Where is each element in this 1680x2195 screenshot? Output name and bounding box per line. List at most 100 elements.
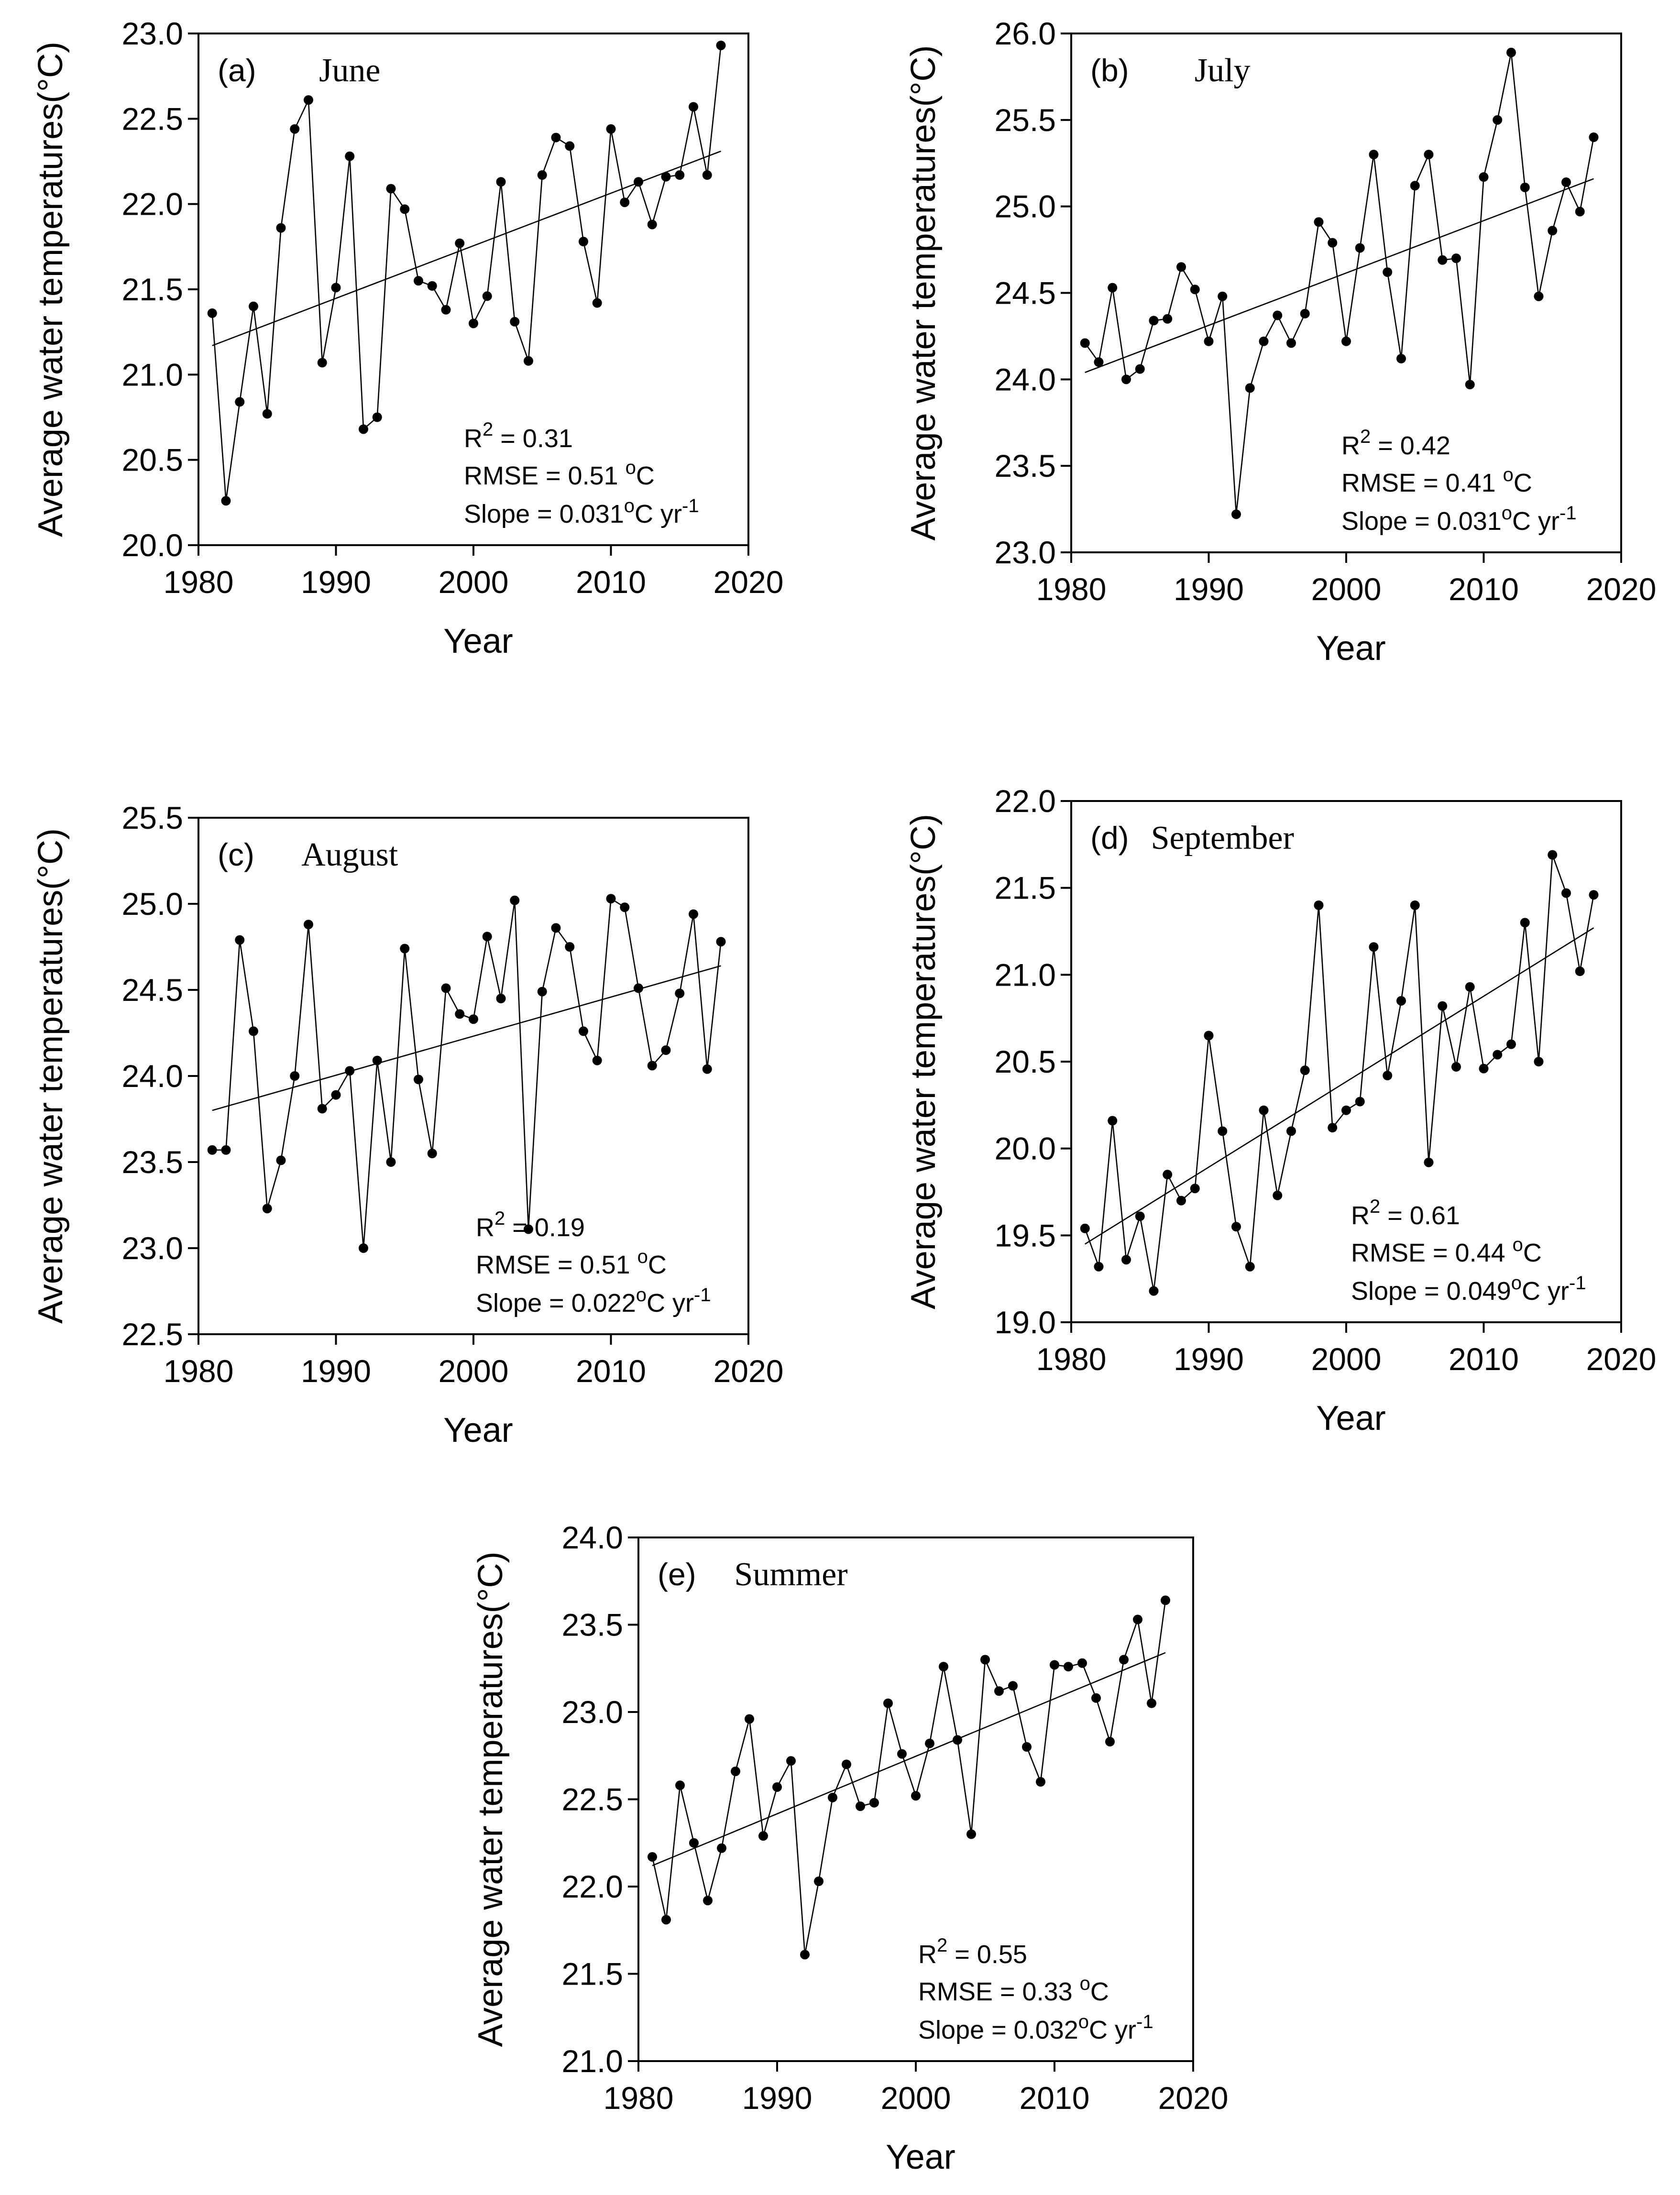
data-point bbox=[441, 983, 451, 993]
data-point bbox=[372, 1055, 382, 1065]
data-point bbox=[689, 909, 698, 919]
rmse-degree-sign: o bbox=[1080, 1973, 1090, 1994]
data-point bbox=[1314, 900, 1324, 910]
data-point bbox=[1108, 283, 1118, 293]
data-point bbox=[786, 1756, 796, 1766]
data-point bbox=[675, 988, 685, 999]
slope-value: Slope = 0.031 bbox=[464, 500, 624, 528]
slope-exponent: -1 bbox=[1559, 503, 1577, 524]
r2-text: R2 = 0.31 bbox=[464, 419, 573, 453]
data-point bbox=[1534, 291, 1544, 301]
x-tick-label: 2020 bbox=[1586, 1341, 1657, 1377]
x-tick-label: 2020 bbox=[714, 1353, 784, 1389]
x-tick-label: 1990 bbox=[301, 1353, 371, 1389]
data-point bbox=[814, 1877, 824, 1887]
r2-value: = 0.19 bbox=[505, 1213, 585, 1242]
y-tick-label: 23.5 bbox=[562, 1607, 623, 1643]
data-point bbox=[1108, 1116, 1118, 1126]
y-tick-label: 21.5 bbox=[562, 1956, 623, 1992]
data-point bbox=[1259, 336, 1269, 346]
data-point bbox=[1534, 1057, 1544, 1066]
data-point bbox=[647, 1061, 657, 1071]
rmse-value: RMSE = 0.33 bbox=[918, 1977, 1080, 2006]
data-point bbox=[1022, 1742, 1032, 1752]
x-tick-label: 2020 bbox=[1586, 571, 1657, 607]
r2-value: = 0.55 bbox=[947, 1940, 1027, 1969]
y-tick-label: 25.5 bbox=[995, 102, 1056, 138]
data-point bbox=[207, 308, 217, 318]
panel-title: Summer bbox=[734, 1556, 847, 1593]
trend-line bbox=[652, 1652, 1166, 1866]
data-point bbox=[1091, 1693, 1101, 1703]
slope-value: Slope = 0.031 bbox=[1341, 507, 1502, 536]
data-point bbox=[1050, 1660, 1059, 1670]
data-point bbox=[1506, 47, 1516, 57]
r2-prefix: R bbox=[476, 1213, 494, 1242]
data-point bbox=[1259, 1105, 1269, 1115]
y-tick-label: 22.5 bbox=[122, 101, 183, 136]
data-point bbox=[592, 298, 602, 308]
data-point bbox=[1328, 238, 1338, 248]
data-point bbox=[386, 1157, 396, 1167]
data-point bbox=[1176, 1196, 1186, 1206]
data-point bbox=[828, 1792, 837, 1802]
data-point bbox=[400, 944, 410, 954]
data-point bbox=[1561, 888, 1571, 898]
r2-text: R2 = 0.55 bbox=[918, 1935, 1027, 1969]
data-point bbox=[620, 198, 630, 208]
y-tick-label: 23.0 bbox=[995, 535, 1056, 570]
data-point bbox=[524, 1224, 533, 1234]
y-tick-label: 22.0 bbox=[562, 1869, 623, 1904]
rmse-unit: C bbox=[1090, 1977, 1109, 2006]
rmse-degree-sign: o bbox=[1503, 464, 1514, 485]
data-point bbox=[1231, 1222, 1241, 1232]
data-point bbox=[345, 151, 355, 161]
r2-prefix: R bbox=[1351, 1201, 1370, 1230]
data-point bbox=[1231, 509, 1241, 519]
trend-line bbox=[1085, 927, 1594, 1245]
data-point bbox=[537, 987, 547, 997]
r2-prefix: R bbox=[464, 424, 483, 453]
panel-label: (a) bbox=[218, 53, 256, 88]
y-tick-label: 24.5 bbox=[995, 275, 1056, 311]
chart-panel-b: 23.0 23.5 24.0 24.5 25.0 25.5 26.0 1980 1990 2000… bbox=[904, 16, 1656, 668]
y-tick-label: 24.5 bbox=[122, 972, 183, 1008]
data-point bbox=[1149, 1286, 1159, 1296]
x-tick-label: 2000 bbox=[439, 564, 509, 600]
data-point bbox=[1121, 374, 1131, 384]
data-point bbox=[1424, 150, 1434, 160]
data-point bbox=[1190, 285, 1200, 295]
x-tick-label: 1990 bbox=[301, 564, 371, 600]
data-point bbox=[675, 170, 685, 180]
data-point bbox=[869, 1798, 879, 1808]
y-tick-label: 20.0 bbox=[995, 1131, 1056, 1166]
data-point bbox=[1245, 1262, 1255, 1272]
slope-text: Slope = 0.032oC yr-1 bbox=[918, 2011, 1153, 2044]
data-point bbox=[1548, 226, 1558, 236]
data-point bbox=[1520, 182, 1530, 192]
data-point bbox=[427, 1149, 437, 1158]
y-axis-title: Average water temperatures(°C) bbox=[32, 42, 70, 537]
y-axis-title: Average water temperatures(°C) bbox=[472, 1552, 510, 2047]
y-axis-title: Average water temperatures(°C) bbox=[32, 828, 70, 1324]
data-point bbox=[592, 1055, 602, 1065]
y-tick-label: 20.5 bbox=[122, 442, 183, 478]
data-point bbox=[1036, 1777, 1045, 1787]
x-axis-title: Year bbox=[443, 1411, 513, 1449]
data-point bbox=[1077, 1658, 1087, 1668]
series-line bbox=[651, 1600, 1166, 1955]
data-point bbox=[386, 184, 396, 194]
r2-value: = 0.61 bbox=[1380, 1201, 1460, 1230]
panel-title: September bbox=[1151, 820, 1294, 856]
x-axis-title: Year bbox=[1316, 629, 1385, 668]
data-point bbox=[414, 276, 423, 286]
data-point bbox=[1451, 1062, 1461, 1072]
rmse-degree-sign: o bbox=[1513, 1234, 1523, 1255]
data-point bbox=[1300, 308, 1310, 318]
data-point bbox=[620, 902, 630, 912]
data-point bbox=[1286, 1126, 1296, 1136]
slope-degree-sign: o bbox=[1511, 1273, 1522, 1294]
trend-line bbox=[212, 150, 721, 346]
y-tick-label: 20.0 bbox=[122, 527, 183, 563]
data-point bbox=[800, 1950, 810, 1960]
